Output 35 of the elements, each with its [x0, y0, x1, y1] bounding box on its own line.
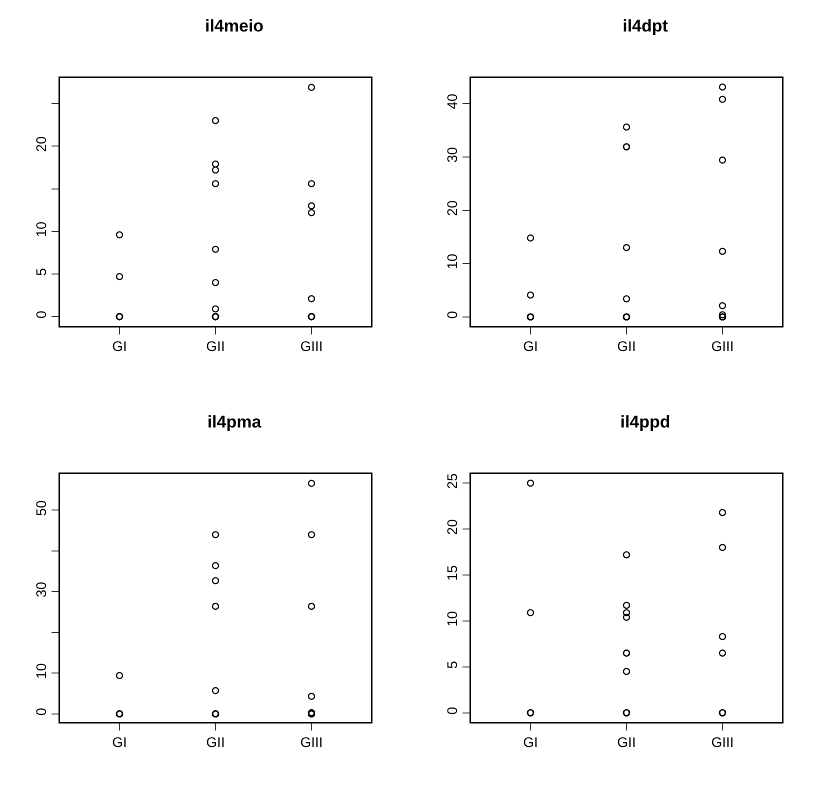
y-tick-label: 20	[33, 136, 50, 152]
x-tick-label: GIII	[711, 338, 734, 354]
x-tick-label: GII	[617, 734, 636, 750]
y-tick-label: 10	[33, 663, 50, 679]
x-tick-label: GIII	[300, 338, 323, 354]
y-tick-label: 30	[33, 582, 50, 598]
y-tick-label: 20	[444, 519, 460, 535]
y-tick-label: 15	[444, 564, 460, 581]
y-tick-label: 20	[444, 200, 460, 216]
y-tick-label: 5	[444, 660, 460, 669]
y-tick-label: 0	[33, 708, 50, 716]
x-tick-label: GI	[112, 338, 127, 354]
y-tick-label: 5	[33, 268, 50, 276]
y-tick-label: 30	[444, 146, 460, 163]
x-tick-label: GIII	[711, 734, 734, 750]
y-tick-label: 40	[444, 94, 460, 110]
chart-title: il4ppd	[620, 412, 670, 432]
x-tick-label: GI	[523, 734, 538, 750]
y-tick-label: 10	[33, 221, 50, 238]
y-tick-label: 10	[444, 254, 460, 270]
y-tick-label: 25	[444, 473, 460, 489]
chart-title: il4meio	[204, 16, 264, 36]
x-tick-label: GII	[206, 734, 225, 750]
x-tick-label: GIII	[300, 734, 323, 750]
x-tick-label: GI	[112, 734, 127, 750]
y-tick-label: 0	[444, 310, 460, 319]
chart-title: il4dpt	[622, 16, 668, 36]
x-tick-label: GII	[206, 338, 225, 354]
y-tick-label: 0	[33, 310, 50, 318]
y-tick-label: 50	[33, 500, 50, 516]
chart-title: il4pma	[207, 412, 262, 432]
x-tick-label: GI	[523, 338, 538, 354]
y-tick-label: 10	[444, 610, 460, 627]
y-tick-label: 0	[444, 706, 460, 715]
x-tick-label: GII	[617, 338, 636, 354]
